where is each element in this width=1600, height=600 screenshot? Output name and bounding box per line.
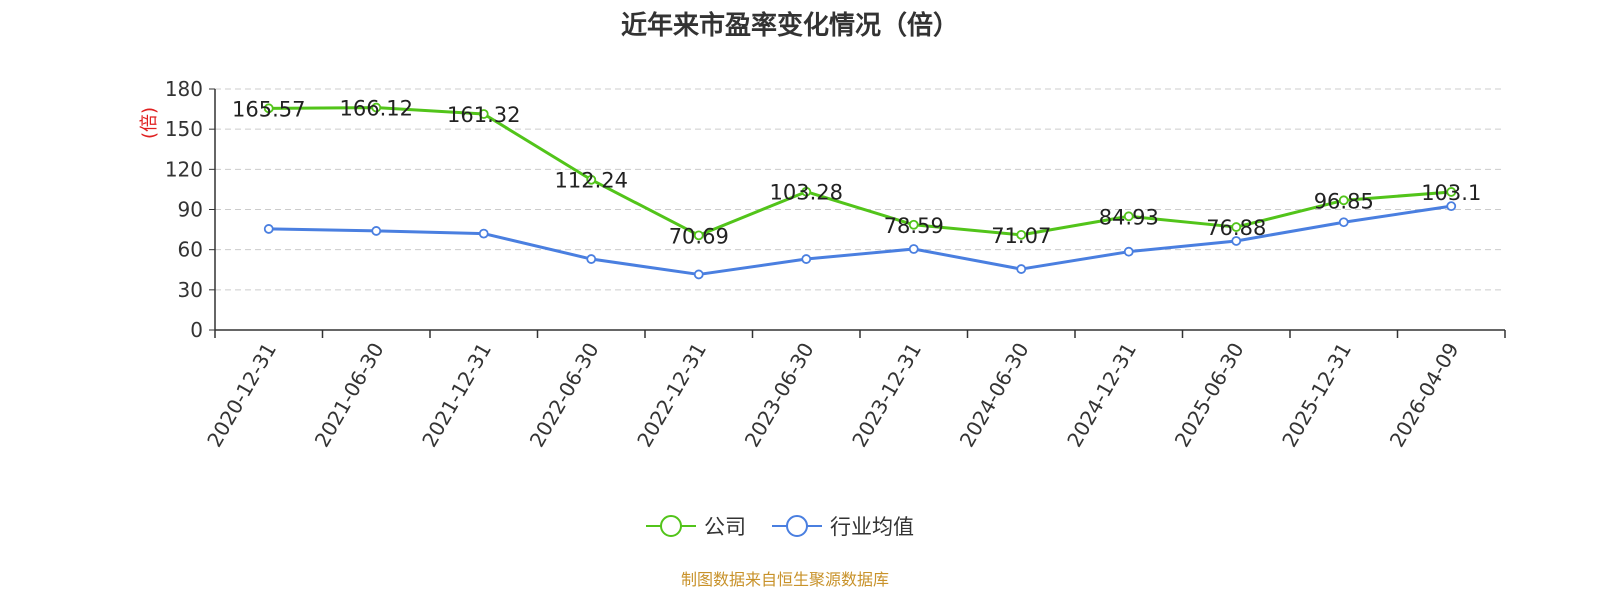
x-tick-label: 2024-12-31 (1062, 339, 1141, 452)
x-tick-label: 2023-06-30 (740, 339, 819, 452)
data-point (801, 186, 812, 197)
series-group (263, 102, 1457, 280)
series-line-0 (268, 106, 1452, 237)
data-point (478, 228, 489, 239)
data-point (478, 109, 489, 119)
y-tick-label: 30 (178, 278, 203, 302)
data-point (371, 102, 382, 113)
data-label: 78.59 (884, 214, 944, 238)
data-point (371, 226, 382, 236)
legend-marker (786, 515, 808, 537)
x-tick-label: 2021-12-31 (417, 339, 496, 452)
legend-label: 公司 (704, 515, 746, 539)
data-point (586, 254, 597, 264)
x-tick-label: 2023-12-31 (847, 339, 926, 452)
data-point (1123, 246, 1134, 257)
x-tick-label: 2021-06-30 (310, 339, 389, 452)
x-tick-label: 2026-04-09 (1385, 339, 1464, 452)
data-point (693, 230, 704, 241)
x-tick-label: 2025-06-30 (1170, 339, 1249, 452)
data-label: 161.32 (447, 103, 520, 127)
data-point (1338, 195, 1349, 206)
x-tick-label: 2022-12-31 (632, 339, 711, 452)
data-point (263, 103, 274, 114)
y-axis-ticks: 0 30 60 90 120 150 180 (165, 77, 215, 342)
data-label: 84.93 (1099, 205, 1159, 229)
y-tick-label: 60 (178, 238, 203, 262)
data-point (1231, 236, 1242, 246)
data-point (1016, 229, 1027, 240)
data-label: 165.57 (232, 97, 305, 121)
source-note: 制图数据来自恒生聚源数据库 (681, 570, 889, 589)
data-point (1123, 211, 1134, 222)
x-axis-ticks: 2020-12-31 2021-06-30 2021-12-31 2022-06-30… (202, 330, 1506, 452)
data-label: 71.07 (991, 224, 1051, 248)
x-tick-label: 2020-12-31 (202, 339, 281, 452)
data-label: 103.1 (1421, 181, 1481, 205)
y-axis-label: (倍) (139, 107, 160, 139)
data-point (263, 224, 274, 234)
series-line-1 (268, 204, 1452, 276)
data-point (908, 244, 919, 254)
legend-label: 行业均值 (830, 515, 914, 539)
data-point (908, 219, 919, 230)
data-label: 70.69 (669, 224, 729, 248)
data-label: 96.85 (1314, 189, 1374, 213)
data-label: 166.12 (340, 97, 413, 121)
chart-title: 近年来市盈率变化情况（倍） (621, 10, 959, 41)
data-point (693, 269, 704, 280)
data-label: 112.24 (555, 169, 628, 193)
y-tick-label: 0 (190, 318, 203, 342)
y-tick-label: 150 (165, 117, 203, 141)
data-label: 76.88 (1206, 216, 1266, 240)
data-point (586, 174, 597, 185)
data-point (1446, 201, 1457, 212)
data-point (801, 254, 812, 264)
y-tick-label: 180 (165, 77, 203, 101)
data-labels: 165.57 166.12 161.32 112.24 70.69 103.28 78.59… (232, 97, 1481, 249)
data-point (1446, 187, 1457, 197)
data-point (1338, 217, 1349, 228)
y-tick-label: 120 (165, 157, 203, 181)
data-point (1016, 264, 1027, 274)
data-label: 103.28 (770, 181, 843, 205)
x-tick-label: 2025-12-31 (1277, 339, 1356, 452)
x-tick-label: 2024-06-30 (955, 339, 1034, 452)
x-tick-label: 2022-06-30 (525, 339, 604, 452)
data-point (1231, 222, 1242, 232)
legend: 公司 行业均值 (646, 515, 914, 539)
legend-marker (660, 515, 682, 537)
y-tick-label: 90 (178, 198, 203, 222)
